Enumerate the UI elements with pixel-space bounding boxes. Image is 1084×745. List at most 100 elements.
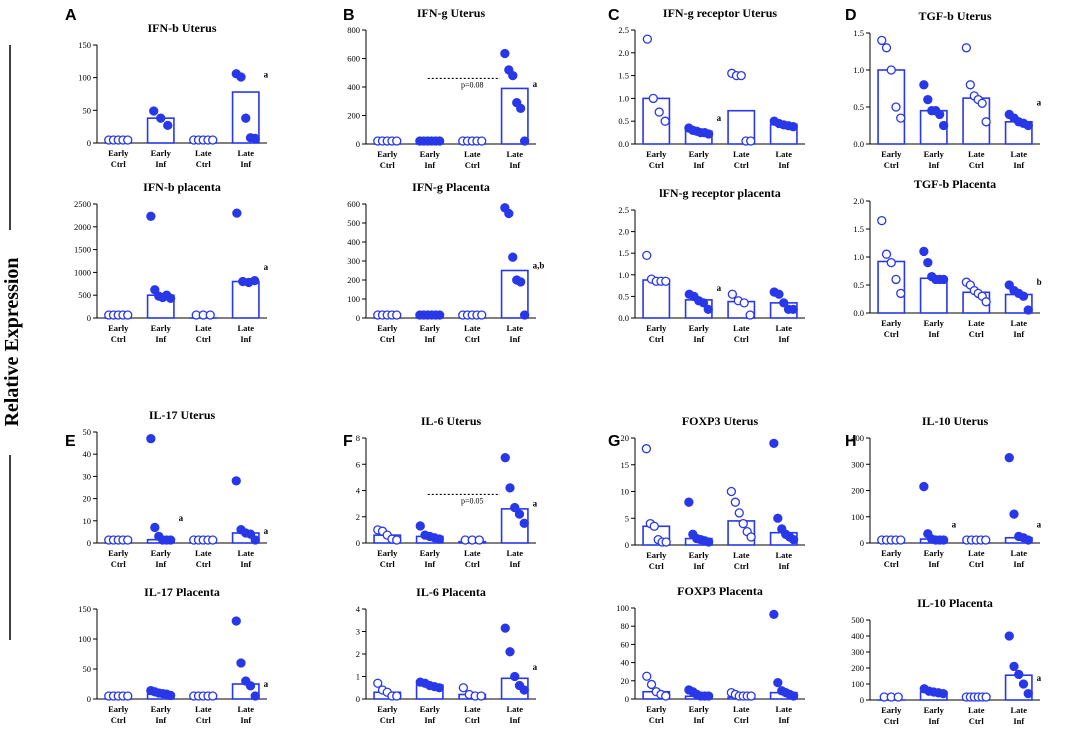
data-point [788, 691, 799, 701]
data-point [896, 288, 906, 299]
x-category-label: Early [646, 323, 667, 333]
x-category-label: Inf [240, 559, 251, 569]
data-point [886, 65, 896, 75]
x-category-label: Ctrl [111, 715, 127, 725]
data-point [505, 647, 515, 657]
y-tick-label: 0.0 [618, 139, 629, 149]
x-category-label: Late [195, 323, 212, 333]
data-point [891, 102, 901, 112]
y-tick-label: 100 [851, 512, 864, 522]
y-tick-label: 600 [347, 199, 360, 209]
data-point [241, 113, 251, 123]
x-category-label: Inf [424, 715, 435, 725]
data-point [881, 43, 892, 53]
x-category-label: Ctrl [969, 160, 985, 170]
y-tick-label: 4 [356, 604, 361, 614]
x-category-label: Inf [509, 559, 520, 569]
x-category-label: Ctrl [465, 334, 481, 344]
y-tick-label: 0.0 [618, 313, 629, 323]
x-category-label: Early [924, 318, 945, 328]
data-point [434, 683, 444, 693]
y-tick-label: 100 [851, 679, 864, 689]
data-point [641, 444, 652, 454]
x-category-label: Inf [928, 716, 939, 726]
data-point [977, 98, 987, 108]
data-point [703, 129, 714, 139]
x-category-label: Inf [693, 561, 704, 571]
x-category-label: Ctrl [380, 334, 396, 344]
data-point [500, 623, 510, 633]
chart-e2: IL-17 Placenta050100150EarlyCtrlEarlyInf… [78, 585, 268, 725]
chart-h1: HIL-10 Uterus0100200300400EarlyCtrlEarly… [845, 414, 1042, 569]
x-category-label: Late [237, 323, 254, 333]
x-category-label: Inf [778, 334, 789, 344]
data-point [938, 688, 948, 699]
chart-title: FOXP3 Placenta [677, 584, 763, 598]
x-category-label: Early [108, 148, 129, 158]
data-point [965, 80, 975, 90]
data-point [250, 691, 260, 701]
data-point [477, 310, 487, 320]
data-point [739, 298, 749, 308]
data-point [746, 691, 756, 701]
x-category-label: Ctrl [884, 329, 900, 339]
chart-title: IL-6 Placenta [416, 585, 486, 599]
data-point [1023, 688, 1033, 699]
x-category-label: Early [108, 548, 129, 558]
figure-ylabel: Relative Expression [1, 257, 23, 426]
data-point [474, 535, 484, 545]
y-tick-label: 1.5 [618, 71, 629, 81]
x-category-label: Inf [509, 160, 520, 170]
x-category-label: Inf [1013, 559, 1024, 569]
data-point [514, 509, 525, 519]
y-tick-label: 50 [83, 105, 92, 115]
data-point [123, 691, 133, 701]
significance-annotation: a [717, 283, 722, 293]
chart-g2: FOXP3 Placenta020406080100EarlyCtrlEarly… [616, 584, 805, 725]
x-category-label: Late [506, 704, 523, 714]
p-value-label: p=0.05 [461, 496, 484, 505]
x-category-label: Late [506, 323, 523, 333]
data-point [245, 681, 256, 691]
y-tick-label: 20 [621, 433, 630, 443]
y-tick-label: 1000 [74, 267, 91, 277]
x-category-label: Ctrl [465, 715, 481, 725]
x-category-label: Late [195, 148, 212, 158]
y-tick-label: 400 [347, 82, 360, 92]
significance-annotation: a [179, 513, 184, 523]
x-category-label: Ctrl [380, 559, 396, 569]
y-tick-label: 200 [851, 663, 864, 673]
chart-title: TGF-b Placenta [914, 177, 996, 191]
data-point [893, 692, 903, 702]
y-tick-label: 4 [356, 486, 361, 496]
x-category-label: Late [733, 323, 750, 333]
y-tick-label: 400 [851, 631, 864, 641]
data-point [788, 122, 798, 132]
x-category-label: Early [420, 704, 441, 714]
chart-h2: IL-10 Placenta0100200300400500EarlyCtrlE… [851, 596, 1041, 726]
data-point [779, 298, 789, 308]
x-category-label: Inf [424, 160, 435, 170]
y-tick-label: 300 [851, 459, 864, 469]
x-category-label: Inf [240, 159, 251, 169]
x-category-label: Late [775, 149, 792, 159]
x-category-label: Ctrl [111, 559, 127, 569]
y-tick-label: 2.0 [618, 48, 629, 58]
x-category-label: Inf [778, 160, 789, 170]
x-category-label: Early [420, 149, 441, 159]
x-category-label: Inf [928, 160, 939, 170]
x-category-label: Ctrl [649, 160, 665, 170]
significance-annotation: a [533, 662, 538, 672]
data-point [504, 208, 514, 219]
data-point [642, 671, 652, 681]
data-point [373, 678, 383, 688]
data-point [516, 277, 526, 287]
x-category-label: Ctrl [649, 715, 665, 725]
y-tick-label: 0 [625, 694, 629, 704]
x-category-label: Late [195, 704, 212, 714]
data-point [1009, 509, 1019, 519]
y-tick-label: 5 [625, 513, 629, 523]
y-tick-label: 200 [347, 111, 360, 121]
data-point [788, 304, 798, 315]
y-tick-label: 200 [851, 486, 864, 496]
